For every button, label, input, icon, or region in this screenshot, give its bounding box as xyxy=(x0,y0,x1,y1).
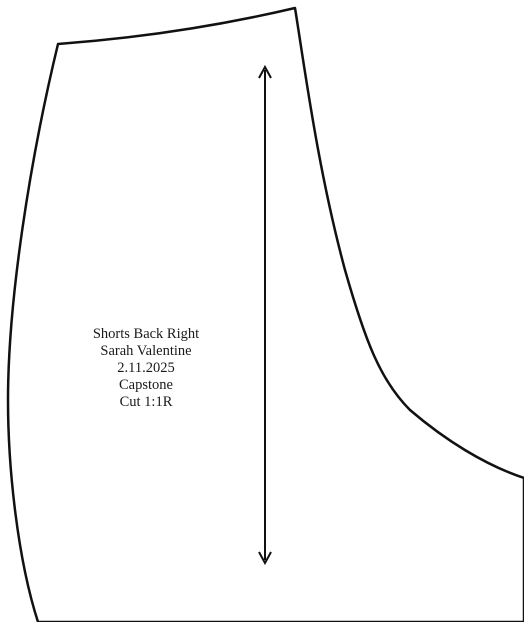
pattern-piece-outline xyxy=(6,6,524,622)
pattern-label: Shorts Back Right Sarah Valentine 2.11.2… xyxy=(56,326,236,411)
cut-instruction: Cut 1:1R xyxy=(119,394,173,410)
piece-title: Shorts Back Right xyxy=(92,326,200,342)
pattern-date: 2.11.2025 xyxy=(117,360,175,376)
grainline-arrowhead-top xyxy=(258,64,272,79)
designer-name: Sarah Valentine xyxy=(100,343,192,359)
grainline-arrowhead-bottom xyxy=(258,551,272,566)
project-name: Capstone xyxy=(119,377,173,393)
grainline-arrow xyxy=(258,64,272,566)
